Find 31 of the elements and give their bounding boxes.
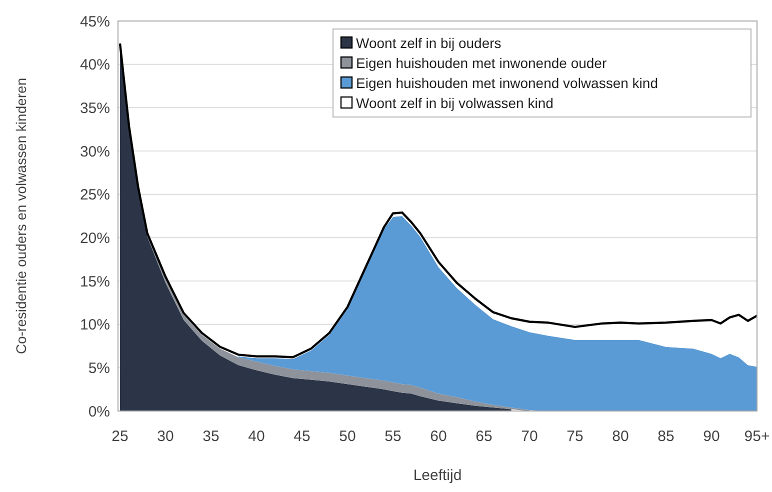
x-tick-label: 55 xyxy=(384,428,402,445)
x-tick-label: 95+ xyxy=(744,428,770,445)
y-tick-label: 5% xyxy=(88,360,110,377)
y-tick-label: 45% xyxy=(80,13,110,30)
x-tick-label: 90 xyxy=(703,428,720,445)
y-tick-label: 10% xyxy=(80,316,110,334)
x-tick-label: 40 xyxy=(248,428,265,445)
x-tick-label: 45 xyxy=(294,428,310,445)
x-tick-label: 50 xyxy=(339,428,356,445)
x-tick-label: 25 xyxy=(112,428,128,445)
y-tick-label: 0% xyxy=(88,403,110,420)
x-tick-label: 30 xyxy=(157,428,174,445)
y-tick-label: 25% xyxy=(80,186,110,204)
y-tick-label: 20% xyxy=(80,230,110,247)
legend-label: Woont zelf in bij ouders xyxy=(356,34,502,51)
x-tick-label: 70 xyxy=(521,428,538,445)
x-tick-label: 75 xyxy=(566,428,584,445)
x-tick-label: 65 xyxy=(476,428,492,445)
y-tick-label: 35% xyxy=(80,100,110,117)
y-tick-label: 15% xyxy=(80,273,110,290)
y-tick-label: 30% xyxy=(80,143,110,160)
x-tick-label: 35 xyxy=(202,428,220,445)
legend-label: Eigen huishouden met inwonend volwassen kind xyxy=(356,74,658,91)
y-axis-title: Co-residentie ouders en volwassen kinderen xyxy=(13,78,29,354)
y-tick-label: 40% xyxy=(80,56,110,74)
legend-label: Woont zelf in bij volwassen kind xyxy=(356,94,554,111)
x-axis-title: Leeftijd xyxy=(413,467,462,484)
x-tick-label: 80 xyxy=(612,428,629,445)
legend-label: Eigen huishouden met inwonende ouder xyxy=(356,54,607,71)
x-tick-label: 60 xyxy=(430,428,447,445)
x-tick-label: 85 xyxy=(658,428,674,445)
